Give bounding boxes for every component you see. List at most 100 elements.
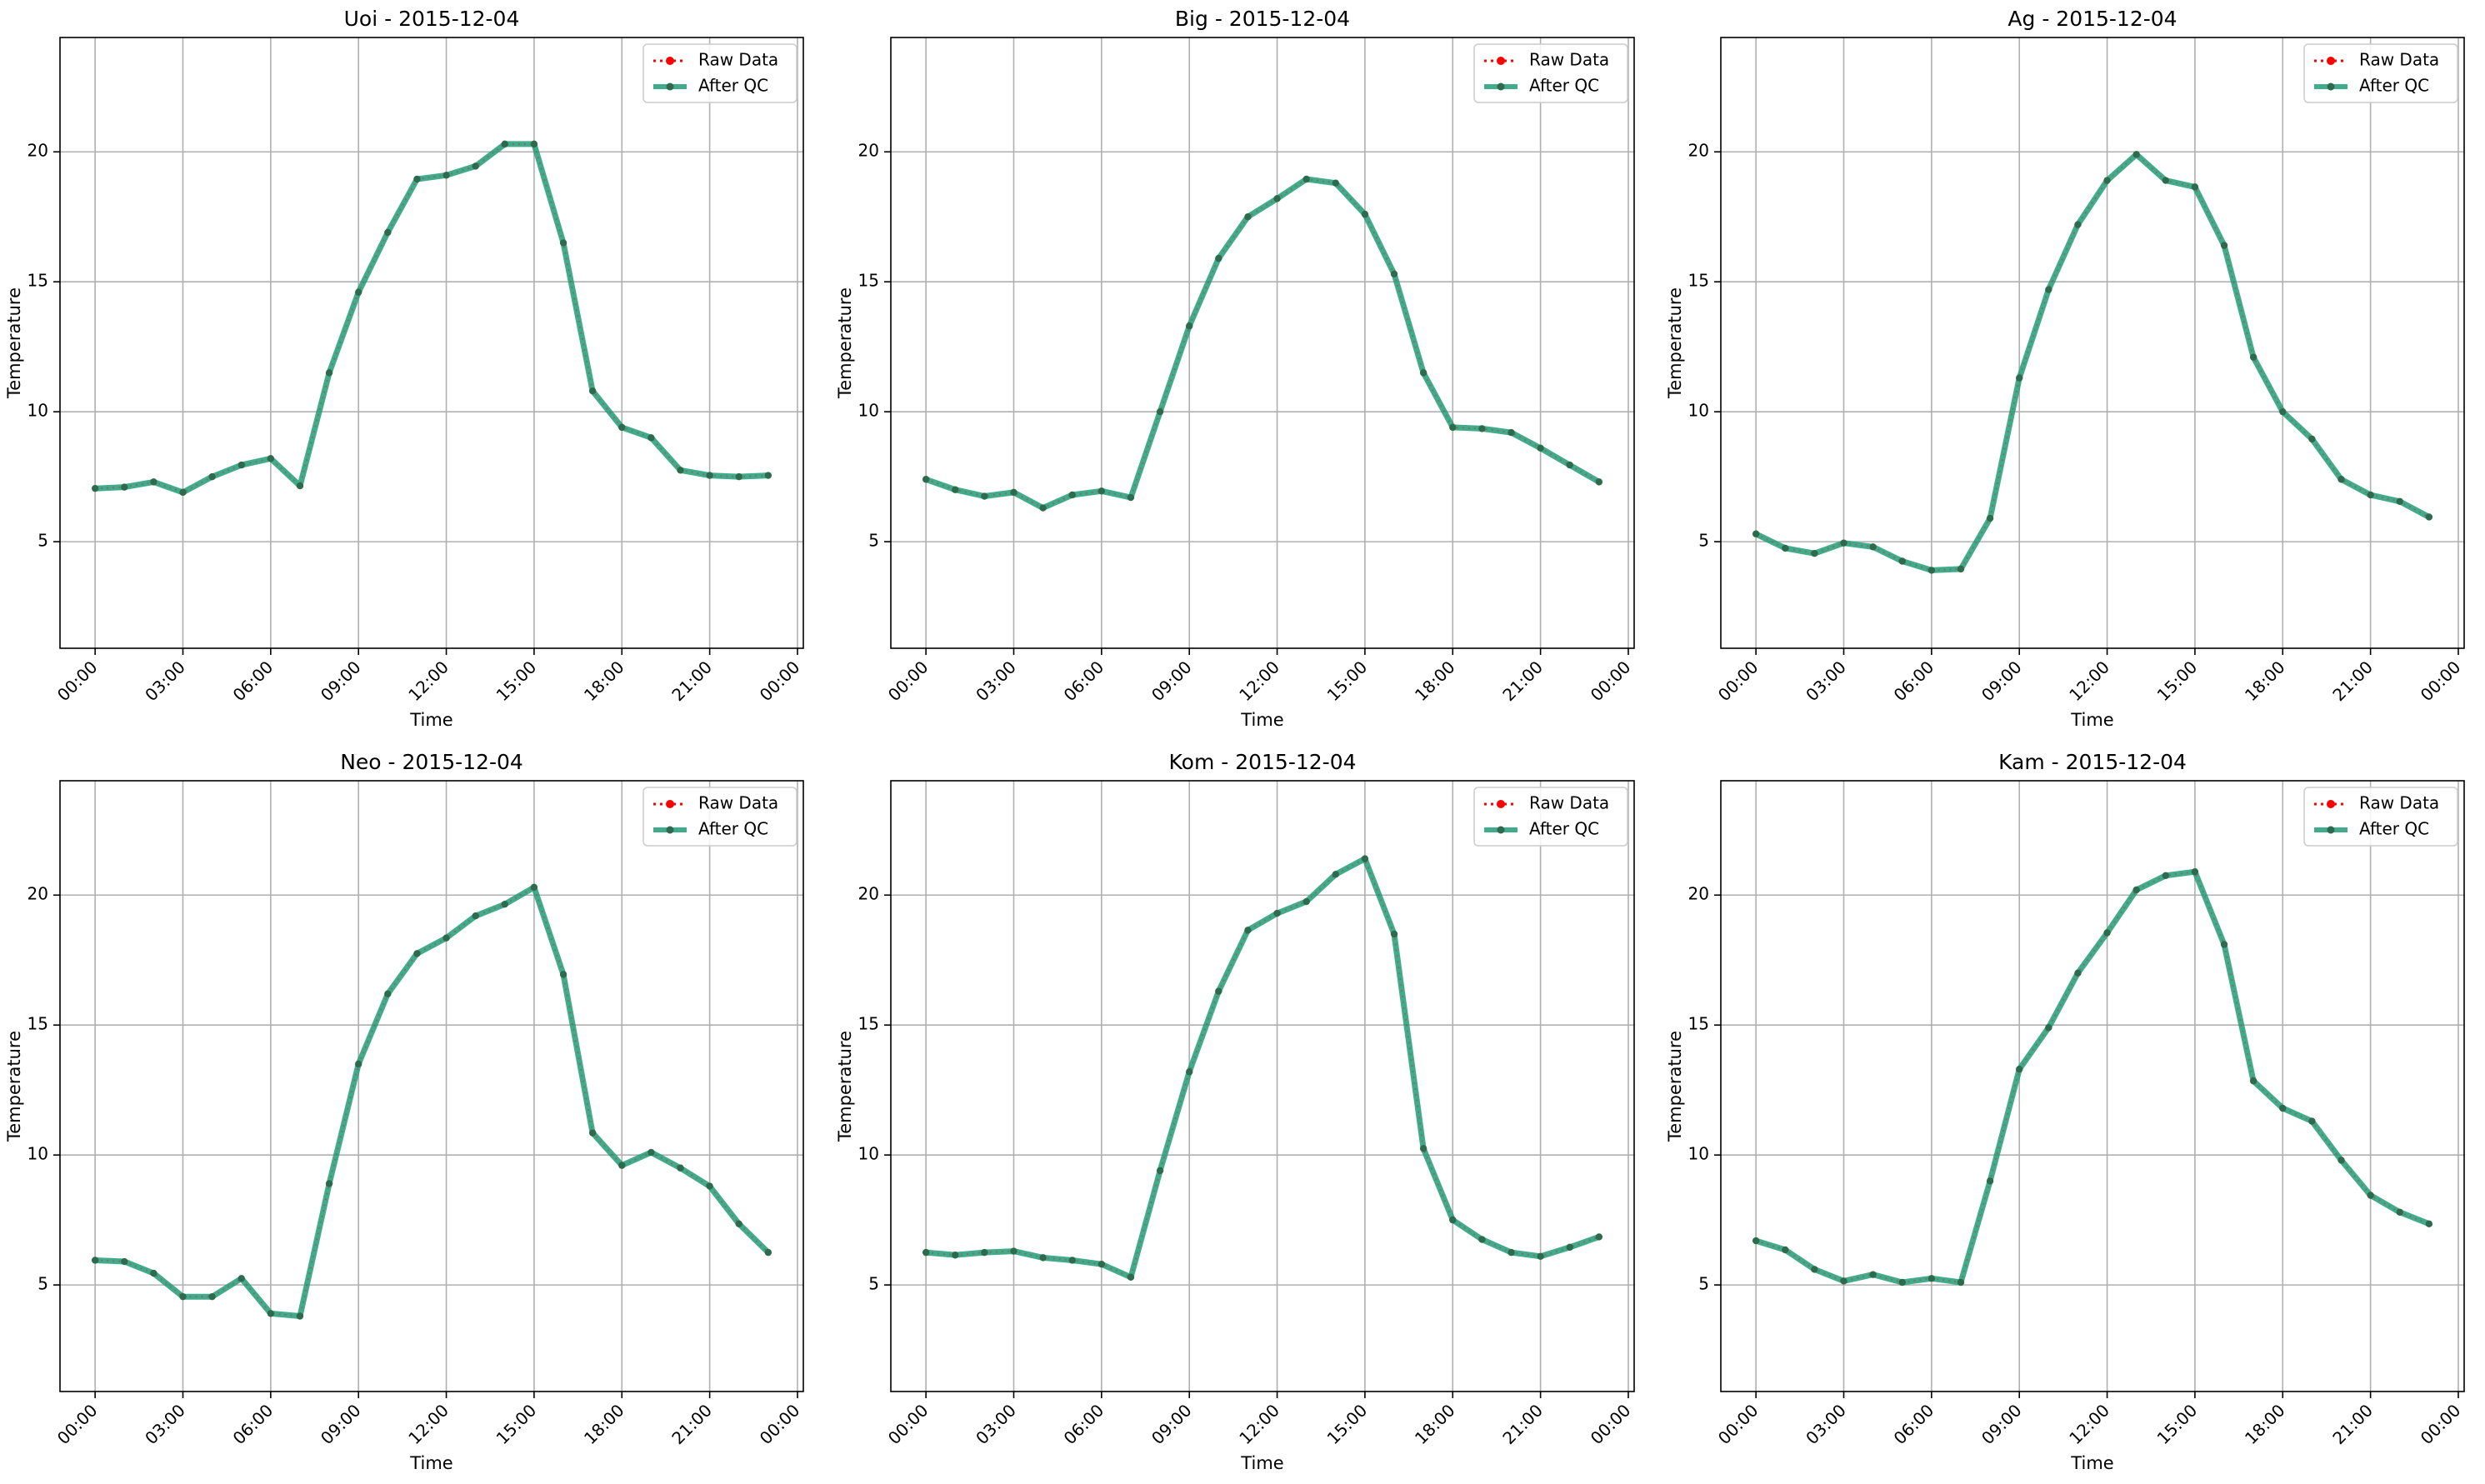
- panel-title: Kom - 2015-12-04: [1169, 750, 1357, 774]
- axes-frame: [890, 37, 1635, 649]
- y-tick-label: 20: [1688, 884, 1709, 904]
- data-point-after-qc: [1986, 1177, 1994, 1185]
- y-tick-label: 5: [38, 531, 48, 551]
- data-point-after-qc: [325, 1180, 333, 1187]
- data-point-after-qc: [1390, 270, 1398, 278]
- x-tick-label: 00:00: [2417, 657, 2465, 705]
- data-point-after-qc: [1215, 254, 1222, 262]
- data-point-after-qc: [355, 1060, 362, 1068]
- y-tick-label: 5: [868, 531, 879, 551]
- x-tick-label: 06:00: [229, 657, 278, 705]
- x-tick-label: 18:00: [580, 1400, 628, 1448]
- series-line-after-qc: [94, 884, 771, 1319]
- data-point-after-qc: [238, 1275, 245, 1282]
- data-point-after-qc: [1332, 871, 1339, 878]
- series-line-after-qc: [94, 141, 769, 496]
- x-tick-label: 15:00: [1323, 1400, 1372, 1448]
- data-point-after-qc: [325, 369, 333, 377]
- data-point-after-qc: [384, 228, 392, 237]
- x-tick-label: 18:00: [2241, 657, 2289, 705]
- legend: Raw Data After QC: [642, 787, 798, 847]
- y-tick-label: 10: [28, 1144, 48, 1164]
- data-point-after-qc: [1537, 444, 1544, 452]
- y-tick-label: 10: [1688, 1144, 1709, 1164]
- y-tick-label: 15: [1688, 1014, 1709, 1034]
- x-axis-label: Time: [2070, 710, 2113, 730]
- panel-title: Neo - 2015-12-04: [340, 750, 523, 774]
- data-point-after-qc: [922, 476, 930, 483]
- data-point-after-qc: [1986, 514, 1994, 522]
- data-point-after-qc: [1244, 213, 1252, 221]
- x-tick-label: 03:00: [972, 1400, 1020, 1448]
- panel-title: Kam - 2015-12-04: [1998, 750, 2187, 774]
- legend-label-raw-data: Raw Data: [2359, 793, 2439, 813]
- data-point-after-qc: [1898, 557, 1906, 565]
- x-tick-label: 03:00: [972, 657, 1020, 705]
- data-point-after-qc: [559, 239, 568, 247]
- data-point-after-qc: [1068, 1257, 1076, 1264]
- data-point-after-qc: [1273, 909, 1281, 917]
- data-point-after-qc: [2396, 1208, 2403, 1216]
- data-point-after-qc: [296, 482, 304, 490]
- data-point-after-qc: [2308, 435, 2316, 443]
- data-point-after-qc: [238, 461, 245, 469]
- data-point-after-qc: [952, 1252, 959, 1259]
- x-tick-label: 09:00: [317, 657, 365, 705]
- axes-frame: [59, 37, 804, 649]
- x-tick-label: 00:00: [53, 1400, 102, 1448]
- x-tick-label: 00:00: [884, 1400, 932, 1448]
- data-point-after-qc: [1449, 423, 1457, 432]
- x-tick-label: 12:00: [2065, 1400, 2113, 1448]
- data-point-after-qc: [2074, 221, 2082, 228]
- y-tick-label: 20: [28, 884, 48, 904]
- data-point-after-qc: [384, 990, 392, 997]
- data-point-after-qc: [1478, 425, 1486, 432]
- y-axis-label: Temperature: [835, 287, 855, 399]
- x-tick-label: 18:00: [580, 657, 628, 705]
- data-point-after-qc: [2220, 941, 2228, 948]
- data-point-after-qc: [150, 1269, 158, 1277]
- data-point-after-qc: [706, 1182, 713, 1190]
- x-axis-label: Time: [1240, 1453, 1283, 1473]
- data-point-after-qc: [1361, 855, 1369, 862]
- data-point-after-qc: [2016, 1066, 2023, 1073]
- y-tick-label: 20: [858, 884, 879, 904]
- x-tick-label: 00:00: [884, 657, 932, 705]
- data-point-after-qc: [1302, 897, 1310, 906]
- y-tick-label: 20: [1688, 141, 1709, 161]
- data-point-after-qc: [2425, 1220, 2433, 1228]
- data-point-after-qc: [648, 434, 655, 442]
- x-tick-label: 12:00: [404, 657, 452, 705]
- panel-title: Big - 2015-12-04: [1175, 7, 1350, 31]
- data-point-after-qc: [208, 472, 216, 481]
- data-point-after-qc: [1928, 1275, 1936, 1282]
- data-point-after-qc: [121, 483, 128, 491]
- axes-frame: [1720, 37, 2465, 649]
- data-point-after-qc: [1508, 428, 1515, 437]
- axes-frame: [1720, 780, 2465, 1392]
- legend-label-after-qc: After QC: [1529, 76, 1599, 96]
- data-point-after-qc: [618, 1162, 626, 1169]
- legend-marker-after-qc: [2327, 826, 2335, 834]
- x-tick-label: 12:00: [1235, 1400, 1283, 1448]
- x-tick-label: 09:00: [1148, 657, 1196, 705]
- x-tick-label: 00:00: [1714, 1400, 1762, 1448]
- data-point-after-qc: [981, 492, 988, 500]
- data-point-after-qc: [355, 288, 362, 296]
- data-point-after-qc: [1156, 1167, 1164, 1175]
- legend-marker-raw-data: [2327, 800, 2335, 808]
- legend: Raw Data After QC: [642, 43, 798, 103]
- data-point-after-qc: [1957, 565, 1965, 573]
- data-point-after-qc: [296, 1312, 304, 1320]
- data-point-after-qc: [1186, 322, 1193, 330]
- data-point-after-qc: [179, 488, 187, 497]
- x-tick-label: 21:00: [1498, 657, 1547, 705]
- data-point-after-qc: [1390, 930, 1398, 938]
- series-line-raw-data: [1755, 153, 2430, 572]
- data-point-after-qc: [1127, 1273, 1135, 1281]
- x-tick-label: 00:00: [756, 1400, 804, 1448]
- data-point-after-qc: [2220, 242, 2228, 249]
- x-tick-label: 03:00: [141, 1400, 189, 1448]
- y-tick-label: 20: [858, 141, 879, 161]
